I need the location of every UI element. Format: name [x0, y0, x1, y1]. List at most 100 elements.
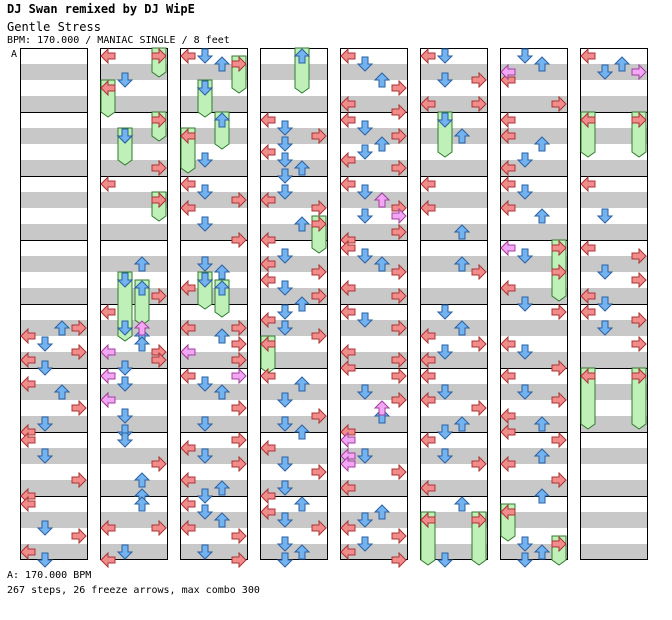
left-arrow [580, 111, 596, 129]
freeze-arrow [471, 511, 487, 566]
beat-stripe [500, 384, 568, 400]
beat-stripe [340, 352, 408, 368]
beat-stripe [20, 192, 88, 208]
beat-stripe [180, 288, 248, 304]
right-arrow [551, 303, 567, 321]
down-arrow [356, 448, 374, 464]
up-arrow [133, 472, 151, 488]
right-arrow [151, 287, 167, 305]
down-arrow [276, 392, 294, 408]
chart-column [180, 48, 248, 560]
beat-stripe [100, 288, 168, 304]
down-arrow [116, 320, 134, 336]
beat-stripe [580, 448, 648, 464]
down-arrow [276, 152, 294, 168]
down-arrow [36, 448, 54, 464]
beat-stripe [580, 384, 648, 400]
down-arrow [196, 448, 214, 464]
left-arrow [420, 367, 436, 385]
beat-stripe [500, 544, 568, 560]
left-arrow [420, 95, 436, 113]
down-arrow [196, 184, 214, 200]
right-arrow [151, 351, 167, 369]
beat-stripe [20, 320, 88, 336]
left-arrow [420, 511, 436, 529]
beat-stripe [100, 544, 168, 560]
down-arrow [436, 344, 454, 360]
beat-stripe [100, 160, 168, 176]
down-arrow [116, 544, 134, 560]
right-arrow [151, 191, 167, 209]
left-arrow [420, 479, 436, 497]
beat-stripe [500, 448, 568, 464]
left-arrow [500, 111, 516, 129]
beat-stripe [180, 320, 248, 336]
down-arrow [116, 376, 134, 392]
beat-stripe [420, 224, 488, 240]
up-arrow [133, 496, 151, 512]
right-arrow [151, 455, 167, 473]
beat-stripe [340, 96, 408, 112]
beat-stripe [580, 224, 648, 240]
left-arrow [100, 303, 116, 321]
beat-stripe [500, 96, 568, 112]
beat-stripe [500, 160, 568, 176]
right-arrow [231, 351, 247, 369]
beat-stripe [340, 544, 408, 560]
right-arrow [231, 319, 247, 337]
right-arrow [391, 551, 407, 569]
beat-stripe [500, 512, 568, 528]
left-arrow [180, 343, 196, 361]
beat-stripe [580, 352, 648, 368]
left-arrow [260, 311, 276, 329]
left-arrow [500, 455, 516, 473]
down-arrow [116, 360, 134, 376]
up-arrow [293, 424, 311, 440]
beat-stripe [580, 128, 648, 144]
left-arrow [20, 431, 36, 449]
up-arrow [453, 128, 471, 144]
right-arrow [231, 527, 247, 545]
left-arrow [260, 143, 276, 161]
right-arrow [71, 343, 87, 361]
left-arrow [420, 47, 436, 65]
up-arrow [373, 256, 391, 272]
beat-stripe [20, 96, 88, 112]
down-arrow [276, 416, 294, 432]
beat-stripe [180, 64, 248, 80]
beat-stripe [420, 96, 488, 112]
left-arrow [180, 127, 196, 145]
up-arrow [373, 400, 391, 416]
beat-stripe [580, 416, 648, 432]
beat-stripe [180, 448, 248, 464]
left-arrow [260, 439, 276, 457]
beat-stripe [100, 128, 168, 144]
beat-stripe [20, 288, 88, 304]
right-arrow [471, 71, 487, 89]
up-arrow [133, 280, 151, 296]
down-arrow [196, 416, 214, 432]
down-arrow [196, 152, 214, 168]
left-arrow [260, 255, 276, 273]
beat-stripe [260, 288, 328, 304]
left-arrow [260, 271, 276, 289]
beat-stripe [180, 192, 248, 208]
left-arrow [500, 423, 516, 441]
beat-stripe [260, 448, 328, 464]
beat-stripe [340, 416, 408, 432]
down-arrow [356, 248, 374, 264]
beat-stripe [260, 544, 328, 560]
right-arrow [311, 407, 327, 425]
down-arrow [516, 248, 534, 264]
down-arrow [196, 376, 214, 392]
left-arrow [420, 391, 436, 409]
right-arrow [231, 431, 247, 449]
left-arrow [580, 239, 596, 257]
right-arrow [311, 519, 327, 537]
up-arrow [373, 504, 391, 520]
right-arrow [231, 399, 247, 417]
up-arrow [213, 280, 231, 296]
right-arrow [71, 399, 87, 417]
chart-info: BPM: 170.000 / MANIAC SINGLE / 8 feet [7, 35, 230, 46]
beat-stripe [340, 192, 408, 208]
